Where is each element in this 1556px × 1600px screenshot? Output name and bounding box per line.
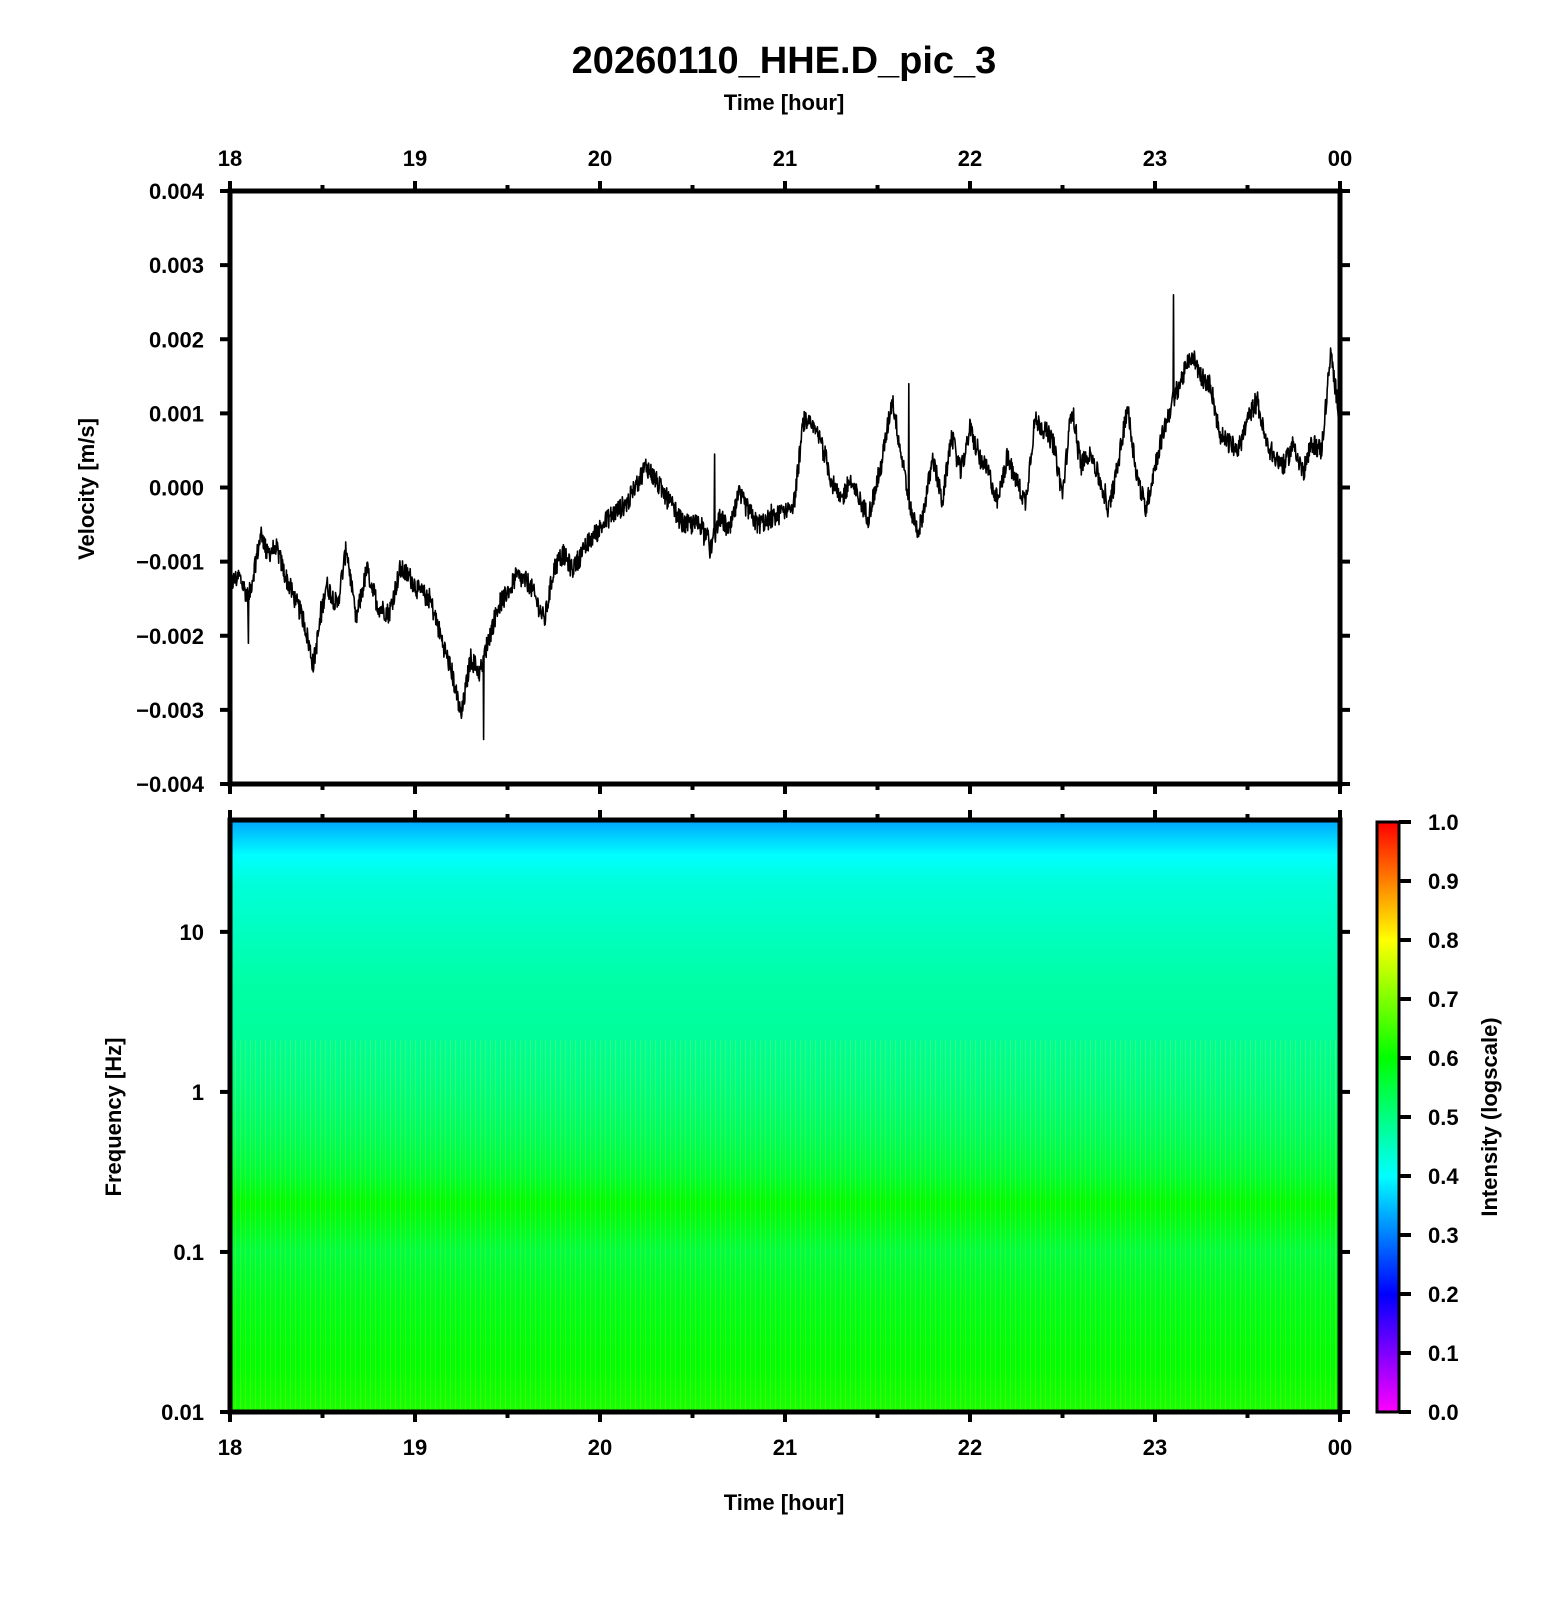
spectrogram-texture — [230, 1040, 1340, 1412]
velocity-y-tick-labels: 0.004 0.003 0.002 0.001 0.000 −0.001 −0.002 −0.… — [136, 179, 205, 797]
velocity-panel: Time [hour] 18 19 20 21 22 23 00 0.0040.0030.0… — [74, 90, 1352, 797]
velocity-xlabel-top: Time [hour] — [724, 90, 845, 115]
spectrogram-x-tick-label: 22 — [958, 1435, 982, 1460]
velocity-x-tick-labels: 18 19 20 21 22 23 00 — [218, 146, 1352, 171]
velocity-tick-marks — [220, 181, 1350, 794]
colorbar-label: Intensity (logscale) — [1477, 1017, 1502, 1216]
velocity-x-tick-label: 00 — [1328, 146, 1352, 171]
spectrogram-x-tick-labels: 18 19 20 21 22 23 00 — [218, 1435, 1352, 1460]
velocity-y-tick-label: 0.003 — [149, 253, 204, 278]
velocity-y-tick-label: −0.004 — [136, 772, 205, 797]
velocity-x-tick-label: 22 — [958, 146, 982, 171]
spectrogram-x-tick-label: 20 — [588, 1435, 612, 1460]
colorbar-tick-label: 0.8 — [1428, 928, 1459, 953]
spectrogram-panel: 18 19 20 21 22 23 00 10 1 0.1 0.01 Frequency [Hz]… — [101, 810, 1352, 1515]
spectrogram-ylabel: Frequency [Hz] — [101, 1038, 126, 1197]
spectrogram-x-tick-label: 19 — [403, 1435, 427, 1460]
colorbar-tick-label: 0.0 — [1428, 1400, 1459, 1425]
velocity-y-tick-label: −0.002 — [136, 624, 204, 649]
velocity-ylabel: Velocity [m/s] — [74, 418, 99, 560]
spectrogram-y-tick-label: 0.1 — [173, 1240, 204, 1265]
colorbar-tick-label: 0.9 — [1428, 869, 1459, 894]
velocity-plot-frame — [227, 188, 1343, 787]
colorbar-tick-labels: 1.0 0.9 0.8 0.7 0.6 0.5 0.4 0.3 0.2 0.1 0.0 — [1399, 810, 1459, 1425]
colorbar: 1.0 0.9 0.8 0.7 0.6 0.5 0.4 0.3 0.2 0.1 0.0 Intens… — [1375, 810, 1502, 1425]
spectrogram-y-tick-label: 10 — [180, 920, 204, 945]
colorbar-scale — [1375, 820, 1401, 1414]
velocity-x-tick-label: 21 — [773, 146, 797, 171]
figure-title: 20260110_HHE.D_pic_3 — [572, 40, 997, 82]
spectrogram-xlabel: Time [hour] — [724, 1490, 845, 1515]
colorbar-tick-label: 0.5 — [1428, 1105, 1459, 1130]
spectrogram-x-tick-label: 21 — [773, 1435, 797, 1460]
colorbar-tick-label: 0.2 — [1428, 1282, 1459, 1307]
spectrogram-x-tick-label: 23 — [1143, 1435, 1167, 1460]
spectrogram-y-tick-label: 1 — [192, 1080, 204, 1105]
velocity-x-tick-label: 19 — [403, 146, 427, 171]
spectrogram-y-tick-label: 0.01 — [161, 1400, 204, 1425]
velocity-y-tick-label: 0.001 — [149, 401, 204, 426]
velocity-trace-line — [229, 294, 1341, 741]
colorbar-tick-label: 1.0 — [1428, 810, 1459, 835]
velocity-y-tick-label: 0.002 — [149, 327, 204, 352]
spectrogram-tick-marks — [220, 810, 1350, 1422]
velocity-x-tick-label: 18 — [218, 146, 242, 171]
spectrogram-x-tick-label: 00 — [1328, 1435, 1352, 1460]
spectrogram-y-tick-labels: 10 1 0.1 0.01 — [161, 920, 204, 1425]
velocity-x-tick-label: 23 — [1143, 146, 1167, 171]
velocity-y-tick-label: −0.003 — [136, 698, 204, 723]
velocity-y-tick-label: −0.001 — [136, 550, 204, 575]
velocity-y-tick-label: 0.000 — [149, 476, 204, 501]
velocity-x-tick-label: 20 — [588, 146, 612, 171]
colorbar-tick-label: 0.3 — [1428, 1223, 1459, 1248]
spectrogram-x-tick-label: 18 — [218, 1435, 242, 1460]
colorbar-tick-label: 0.1 — [1428, 1341, 1459, 1366]
colorbar-tick-label: 0.7 — [1428, 987, 1459, 1012]
colorbar-tick-label: 0.4 — [1428, 1164, 1459, 1189]
colorbar-tick-label: 0.6 — [1428, 1046, 1459, 1071]
velocity-y-tick-label: 0.004 — [149, 179, 205, 204]
